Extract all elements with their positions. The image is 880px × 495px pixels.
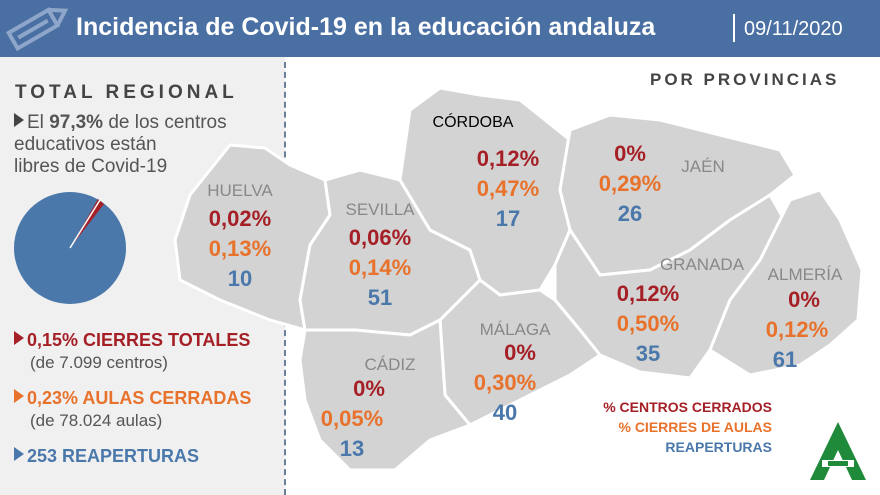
reopenings-value: 61 — [772, 347, 798, 372]
closed-classrooms-value: 0,05% — [320, 406, 384, 431]
province-name: SEVILLA — [345, 200, 415, 219]
reopenings-value: 17 — [495, 206, 521, 231]
province-cordoba-name: CÓRDOBA — [432, 114, 514, 131]
province-cadiz — [298, 318, 472, 472]
reopenings-value: 10 — [227, 266, 253, 291]
stat-reopen-value: 253 REAPERTURAS — [27, 446, 200, 466]
province-cadiz-data: 0% 0,05% 13 — [319, 374, 385, 464]
stat-reopen: 253 REAPERTURAS — [14, 446, 199, 467]
stat-classrooms-sub: (de 78.024 aulas) — [30, 411, 163, 430]
closed-classrooms-value: 0,29% — [598, 171, 662, 196]
province-malaga-name: MÁLAGA — [479, 320, 551, 339]
province-huelva-data: HUELVA 0,02% 0,13% 10 — [207, 181, 273, 294]
closed-centers-value: 0,02% — [208, 206, 272, 231]
reopenings-value: 40 — [492, 400, 518, 425]
closed-classrooms-value: 0,12% — [765, 317, 829, 342]
closed-centers-value: 0% — [353, 376, 385, 401]
province-granada-data: 0,12% 0,50% 35 — [617, 279, 679, 369]
regional-heading: TOTAL REGIONAL — [15, 82, 238, 103]
closed-centers-value: 0,12% — [616, 281, 680, 306]
free-percent: 97,3% — [49, 112, 104, 133]
date: 09/11/2020 — [744, 18, 843, 40]
closed-classrooms-value: 0,30% — [473, 370, 537, 395]
header: Incidencia de Covid-19 en la educación a… — [0, 0, 880, 57]
pencil-icon — [5, 7, 69, 52]
province-granada-name: GRANADA — [659, 255, 745, 274]
closed-centers-value: 0,06% — [348, 225, 412, 250]
province-malaga-data: 0% 0,30% 40 — [474, 338, 536, 428]
province-almeria — [708, 188, 864, 377]
closed-classrooms-value: 0,14% — [348, 255, 412, 280]
regional-description: El 97,3% de los centros educativos están… — [14, 112, 227, 178]
divider — [733, 14, 735, 42]
closed-centers-value: 0% — [614, 141, 646, 166]
stat-classrooms: 0,23% AULAS CERRADAS — [14, 388, 251, 409]
closed-classrooms-value: 0,13% — [208, 236, 272, 261]
reopenings-value: 35 — [635, 341, 661, 366]
desc-post: de los centros — [103, 112, 227, 133]
closed-classrooms-value: 0,47% — [476, 176, 540, 201]
regional-pie-chart — [14, 192, 126, 304]
closed-centers-value: 0,12% — [476, 146, 540, 171]
reopenings-value: 51 — [367, 285, 393, 310]
province-sevilla-data: SEVILLA 0,06% 0,14% 51 — [346, 200, 415, 313]
province-cordoba-data: 0,12% 0,47% 17 — [477, 144, 539, 234]
legend-reopen: REAPERTURAS — [665, 439, 772, 455]
junta-andalucia-logo — [810, 422, 866, 480]
province-almeria-data: 0% 0,12% 61 — [766, 285, 828, 375]
province-jaen-name: JAÉN — [681, 157, 725, 176]
legend-closed: % CENTROS CERRADOS — [603, 399, 772, 415]
stat-closed-sub: (de 7.099 centros) — [30, 353, 168, 372]
reopenings-value: 13 — [339, 436, 365, 461]
map-heading: POR PROVINCIAS — [650, 70, 840, 89]
province-almeria-name: ALMERÍA — [767, 265, 843, 284]
legend-classrooms: % CIERRES DE AULAS — [618, 419, 772, 435]
desc-pre: El — [27, 112, 50, 133]
province-jaen-data: 0% 0,29% 26 — [599, 139, 661, 229]
closed-centers-value: 0% — [788, 287, 820, 312]
province-name: HUELVA — [207, 181, 273, 200]
desc-line2: educativos están — [14, 134, 157, 155]
closed-centers-value: 0% — [504, 340, 536, 365]
reopenings-value: 26 — [617, 201, 643, 226]
desc-line3: libres de Covid-19 — [14, 156, 168, 177]
triangle-icon — [14, 113, 24, 127]
stat-closed-value: 0,15% CIERRES TOTALES — [27, 330, 251, 350]
page-title: Incidencia de Covid-19 en la educación a… — [76, 13, 656, 41]
closed-classrooms-value: 0,50% — [616, 311, 680, 336]
province-cadiz-name: CÁDIZ — [364, 355, 416, 374]
stat-classrooms-value: 0,23% AULAS CERRADAS — [27, 388, 252, 408]
stat-closed: 0,15% CIERRES TOTALES — [14, 330, 250, 351]
